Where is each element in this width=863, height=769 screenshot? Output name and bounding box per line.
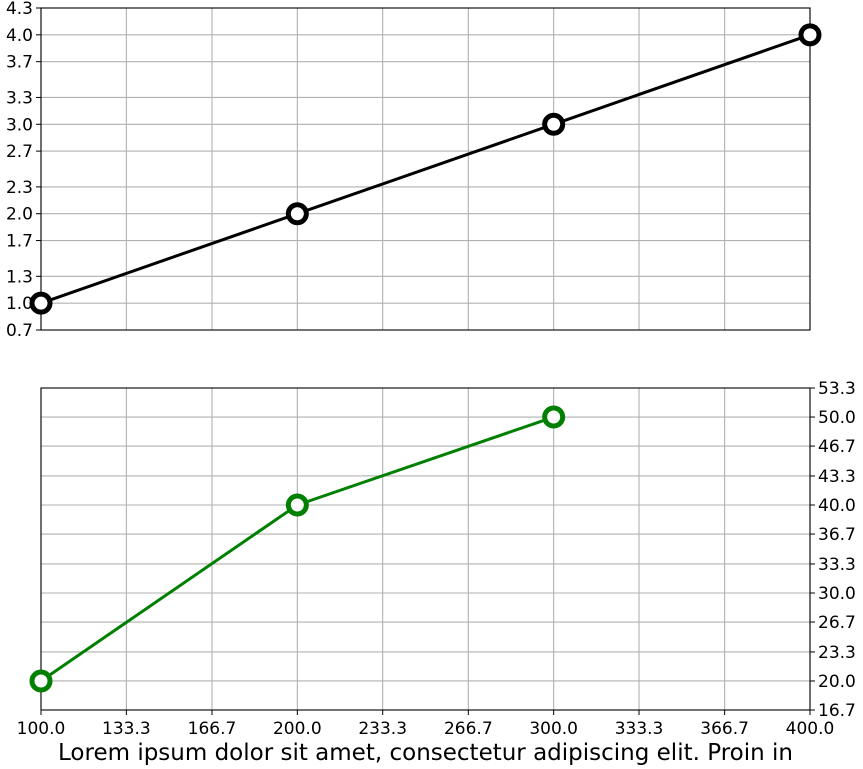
figure-caption: Lorem ipsum dolor sit amet, consectetur … xyxy=(58,740,793,766)
x-tick-label: 400.0 xyxy=(786,719,835,739)
y-tick-label: 23.3 xyxy=(818,643,856,663)
y-tick-label: 2.3 xyxy=(6,178,33,198)
x-tick-label: 200.0 xyxy=(273,719,322,739)
plot-frame xyxy=(40,7,811,331)
y-tick-label: 16.7 xyxy=(818,701,856,721)
y-tick-label: 33.3 xyxy=(818,555,856,575)
y-tick-label: 4.3 xyxy=(6,0,33,19)
bottom-chart-panel: 16.7 20.0 23.3 26.7 30.0 33.3 36.7 40.0 43.3 46.7… xyxy=(17,379,856,739)
y-tick-label: 26.7 xyxy=(818,613,856,633)
y-tick-label: 3.3 xyxy=(6,88,33,108)
y-tick-label: 3.7 xyxy=(6,53,33,73)
series-line xyxy=(39,33,812,305)
y-tick-label: 36.7 xyxy=(818,525,856,545)
data-point-marker xyxy=(285,493,309,517)
y-tick-label: 53.3 xyxy=(818,379,856,399)
y-tick-label: 43.3 xyxy=(818,467,856,487)
y-tick-label: 1.7 xyxy=(6,232,33,252)
data-point-marker xyxy=(542,405,566,429)
x-tick-label: 100.0 xyxy=(17,719,66,739)
data-point-marker xyxy=(29,291,53,315)
top-chart-panel: 0.7 1.0 1.3 1.7 2.0 2.3 2.7 3.0 3.3 3.7 4.0 4.3 xyxy=(6,0,822,341)
data-point-marker xyxy=(542,112,566,136)
x-tick-label: 133.3 xyxy=(102,719,151,739)
y-tick-label: 2.7 xyxy=(6,142,33,162)
x-tick-label: 266.7 xyxy=(444,719,493,739)
x-tick-label: 300.0 xyxy=(529,719,578,739)
x-tick-label: 166.7 xyxy=(188,719,237,739)
x-tick-label: 233.3 xyxy=(358,719,407,739)
y-tick-label: 4.0 xyxy=(6,26,33,46)
y-tick-label: 1.0 xyxy=(6,294,33,314)
y-tick-label: 46.7 xyxy=(818,437,856,457)
y-tick-label: 50.0 xyxy=(818,408,856,428)
y-tick-label: 30.0 xyxy=(818,584,856,604)
y-tick-label: 40.0 xyxy=(818,496,856,516)
y-tick-label: 3.0 xyxy=(6,115,33,135)
x-tick-label: 333.3 xyxy=(615,719,664,739)
y-tick-label: 0.7 xyxy=(6,321,33,341)
y-tick-label: 2.0 xyxy=(6,205,33,225)
data-point-marker xyxy=(798,23,822,47)
y-tick-label: 1.3 xyxy=(6,267,33,287)
data-point-marker xyxy=(29,669,53,693)
y-tick-label: 20.0 xyxy=(818,672,856,692)
plot-frame xyxy=(40,387,811,711)
x-tick-label: 366.7 xyxy=(700,719,749,739)
data-point-marker xyxy=(285,202,309,226)
